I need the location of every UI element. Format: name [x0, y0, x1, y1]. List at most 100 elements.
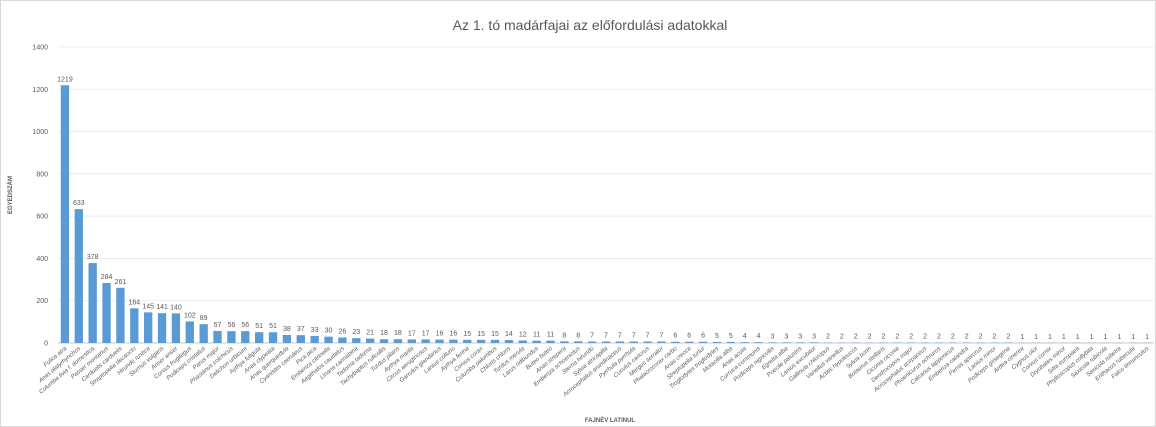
- value-label: 2: [951, 334, 955, 341]
- value-label: 1: [1090, 334, 1094, 341]
- value-label: 2: [923, 334, 927, 341]
- bar: [365, 338, 375, 343]
- bar: [421, 339, 430, 343]
- value-label: 57: [214, 322, 222, 329]
- value-label: 23: [352, 329, 360, 336]
- value-label: 2: [854, 334, 858, 341]
- value-label: 15: [491, 331, 499, 338]
- bar: [379, 339, 389, 343]
- value-label: 17: [408, 330, 416, 337]
- bar: [740, 342, 749, 343]
- value-label: 4: [757, 333, 761, 340]
- value-label: 102: [184, 312, 196, 319]
- value-label: 33: [311, 327, 319, 334]
- value-label: 2: [868, 334, 872, 341]
- bar: [476, 339, 486, 343]
- y-tick-label: 200: [36, 298, 48, 305]
- y-tick-label: 1400: [32, 45, 48, 52]
- value-label: 51: [269, 323, 277, 330]
- value-label: 6: [673, 333, 677, 340]
- value-label: 15: [477, 331, 485, 338]
- value-label: 1: [1034, 334, 1038, 341]
- value-label: 2: [826, 334, 830, 341]
- bar: [102, 282, 111, 343]
- value-label: 11: [533, 332, 540, 339]
- bar: [324, 336, 333, 343]
- chart-title: Az 1. tó madárfajai az előfordulási adat…: [453, 17, 728, 33]
- value-label: 2: [882, 334, 886, 341]
- value-label: 7: [646, 333, 650, 340]
- bar: [463, 339, 472, 343]
- value-label: 18: [380, 330, 388, 337]
- bar: [352, 338, 361, 343]
- value-label: 8: [562, 332, 566, 339]
- value-label: 7: [618, 333, 622, 340]
- bar: [144, 312, 153, 343]
- bar: [60, 85, 70, 344]
- x-axis-label: FAJNÉV LATINUL: [585, 416, 636, 424]
- value-label: 51: [255, 323, 263, 330]
- value-label: 2: [895, 334, 899, 341]
- value-label: 3: [798, 333, 802, 340]
- value-label: 2: [1006, 334, 1010, 341]
- bar: [130, 308, 139, 343]
- value-label: 6: [687, 333, 691, 340]
- bar: [157, 313, 167, 343]
- value-label: 284: [101, 274, 113, 281]
- bar: [171, 313, 181, 343]
- value-label: 145: [142, 303, 154, 310]
- value-label: 7: [660, 333, 664, 340]
- bar: [643, 341, 652, 343]
- value-label: 11: [547, 332, 554, 339]
- value-label: 15: [463, 331, 471, 338]
- bar: [601, 341, 611, 343]
- bar: [435, 339, 444, 343]
- bar: [587, 341, 597, 343]
- y-axis-label: EGYEDSZÁM: [7, 176, 14, 214]
- value-label: 17: [422, 330, 430, 337]
- value-label: 2: [979, 334, 983, 341]
- bar: [782, 342, 791, 343]
- value-label: 261: [115, 279, 127, 286]
- bar: [809, 342, 819, 343]
- bar: [88, 263, 97, 343]
- value-label: 1: [1048, 334, 1052, 341]
- value-label: 1: [1103, 334, 1107, 341]
- value-label: 164: [128, 299, 140, 306]
- bar: [199, 324, 208, 343]
- value-label: 30: [325, 328, 333, 335]
- value-label: 140: [170, 304, 182, 311]
- bar: [185, 321, 194, 343]
- value-label: 26: [339, 329, 347, 336]
- y-tick-label: 600: [36, 214, 48, 221]
- value-label: 7: [590, 333, 594, 340]
- value-label: 16: [449, 331, 457, 338]
- bar: [768, 342, 777, 343]
- value-label: 37: [297, 326, 305, 333]
- value-label: 1: [1076, 334, 1080, 341]
- value-label: 1: [1020, 334, 1024, 341]
- bar: [518, 340, 527, 343]
- value-label: 2: [909, 334, 913, 341]
- bar: [671, 341, 680, 343]
- value-label: 12: [519, 331, 527, 338]
- y-tick-label: 400: [36, 256, 48, 263]
- value-label: 141: [156, 304, 168, 311]
- bar: [685, 341, 694, 343]
- value-label: 56: [228, 322, 236, 329]
- value-label: 14: [505, 331, 513, 338]
- bar: [629, 341, 638, 343]
- bar: [282, 334, 292, 343]
- bar: [296, 335, 305, 343]
- bar: [657, 341, 666, 343]
- value-label: 2: [965, 334, 969, 341]
- value-label: 89: [200, 315, 208, 322]
- value-label: 633: [73, 200, 85, 207]
- bar: [338, 337, 347, 343]
- bar: [310, 336, 319, 343]
- value-label: 21: [366, 330, 374, 337]
- value-label: 1: [1062, 334, 1066, 341]
- bar: [255, 332, 264, 343]
